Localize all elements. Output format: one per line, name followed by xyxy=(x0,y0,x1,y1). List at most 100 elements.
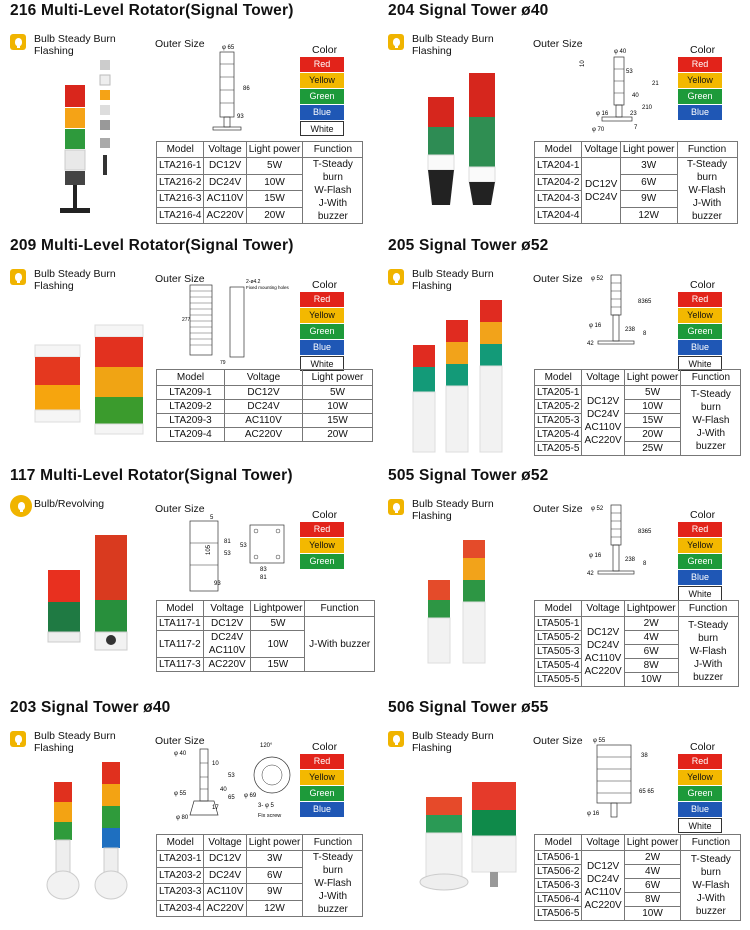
swatch-red: Red xyxy=(300,754,344,769)
table-row: LTA204-4 12W xyxy=(533,206,738,224)
table-row: LTA117-3 AC220V 15W xyxy=(156,657,375,672)
section-title: 117 Multi-Level Rotator(Signal Tower) xyxy=(10,467,293,484)
svg-text:8: 8 xyxy=(643,561,647,567)
svg-text:53: 53 xyxy=(240,543,247,549)
svg-text:40: 40 xyxy=(220,787,227,793)
svg-text:238: 238 xyxy=(625,557,636,563)
svg-text:23: 23 xyxy=(630,111,637,117)
table-row: LTA204-3 9W xyxy=(533,190,738,208)
swatch-white: White xyxy=(300,356,344,371)
swatch-green: Green xyxy=(300,324,344,339)
table-row: LTA203-3 AC110V 9W xyxy=(155,883,363,901)
svg-text:φ 65: φ 65 xyxy=(222,45,235,51)
svg-text:2-ø4.2: 2-ø4.2 xyxy=(246,279,261,285)
svg-text:φ 16: φ 16 xyxy=(596,111,609,117)
swatch-red: Red xyxy=(300,57,344,72)
bulb-icon xyxy=(388,731,404,747)
swatch-green: Green xyxy=(678,786,722,801)
svg-text:83: 83 xyxy=(260,567,267,573)
svg-text:φ 55: φ 55 xyxy=(174,791,187,797)
table-row: LTA117-1 DC12V 5W J-With buzzer xyxy=(156,616,375,672)
table-row: LTA209-3 AC110V 15W xyxy=(156,413,373,428)
svg-text:38: 38 xyxy=(641,753,648,759)
section-203: 203 Signal Tower ø40 Bulb Steady Burn Fl… xyxy=(0,697,375,929)
color-label: Color xyxy=(312,44,338,56)
color-label: Color xyxy=(312,509,338,521)
spec-table: Model Voltage Light power Function LTA204-1… xyxy=(533,141,738,224)
table-row: LTA203-2 DC24V 6W xyxy=(155,866,363,884)
outer-size-label: Outer Size xyxy=(533,735,583,747)
table-row: LTA505-2 4W xyxy=(533,630,739,645)
svg-text:93: 93 xyxy=(237,114,244,120)
svg-text:40: 40 xyxy=(632,93,639,99)
section-216: 216 Multi-Level Rotator(Signal Tower) Bu… xyxy=(0,0,375,232)
swatch-white: White xyxy=(678,586,722,601)
outer-size-label: Outer Size xyxy=(533,273,583,285)
outer-size-label: Outer Size xyxy=(155,38,205,50)
bulb-icon xyxy=(10,731,26,747)
swatch-red: Red xyxy=(678,57,722,72)
section-title: 216 Multi-Level Rotator(Signal Tower) xyxy=(10,2,294,19)
svg-text:5: 5 xyxy=(210,515,214,521)
swatch-green: Green xyxy=(678,324,722,339)
section-title: 203 Signal Tower ø40 xyxy=(10,699,171,716)
svg-text:81: 81 xyxy=(260,575,267,581)
swatch-red: Red xyxy=(678,754,722,769)
table-row: LTA216-3 AC110V 15W xyxy=(155,190,363,208)
section-205: 205 Signal Tower ø52 Bulb Steady Burn Fl… xyxy=(378,235,750,467)
swatch-red: Red xyxy=(300,522,344,537)
section-title: 506 Signal Tower ø55 xyxy=(388,699,549,716)
table-row: LTA216-4 AC220V 20W xyxy=(155,206,363,224)
product-photo xyxy=(34,324,144,435)
table-row: LTA203-1 DC12V 3W T-Steady burn W-Flash J-Wit… xyxy=(155,850,364,917)
dimension-drawing: φ 52 φ 16 42 238 8365 8 xyxy=(587,274,652,347)
svg-text:φ 52: φ 52 xyxy=(591,506,604,512)
svg-text:φ 40: φ 40 xyxy=(174,751,187,757)
swatch-blue: Blue xyxy=(678,340,722,355)
color-swatches: Red Yellow Green Blue xyxy=(678,57,722,121)
svg-text:65: 65 xyxy=(228,795,235,801)
spec-table: Model Voltage Light power Function LTA506-1… xyxy=(533,834,742,921)
svg-text:10: 10 xyxy=(212,761,219,767)
table-row: LTA204-1 DC12V DC24V 3W T-Steady burn W-Flash… xyxy=(533,157,738,224)
svg-text:10: 10 xyxy=(580,60,586,67)
svg-text:81: 81 xyxy=(224,539,231,545)
svg-text:φ 80: φ 80 xyxy=(176,815,189,821)
table-row: LTA506-5 10W xyxy=(533,906,741,921)
svg-text:105: 105 xyxy=(206,544,212,555)
swatch-red: Red xyxy=(678,292,722,307)
svg-text:φ 16: φ 16 xyxy=(589,553,602,559)
feature-text: Bulb Steady Burn Flashing xyxy=(412,33,494,57)
table-row: LTA216-1 DC12V 5W T-Steady burn W-Flash J-Wit… xyxy=(155,157,364,224)
section-117: 117 Multi-Level Rotator(Signal Tower) Bu… xyxy=(0,465,375,697)
svg-text:42: 42 xyxy=(587,571,594,577)
svg-text:φ 16: φ 16 xyxy=(589,323,602,329)
svg-text:3- φ 5: 3- φ 5 xyxy=(258,803,275,809)
feature-text: Bulb Steady Burn Flashing xyxy=(412,730,494,754)
svg-text:65 65: 65 65 xyxy=(639,789,655,795)
color-label: Color xyxy=(690,44,716,56)
revolving-icon xyxy=(10,495,32,517)
feature-text: Bulb Steady Burn Flashing xyxy=(412,268,494,292)
swatch-green: Green xyxy=(300,786,344,801)
svg-text:φ 16: φ 16 xyxy=(587,811,600,817)
swatch-blue: Blue xyxy=(300,105,344,120)
color-swatches: Red Yellow Green Blue White xyxy=(678,522,722,602)
swatch-yellow: Yellow xyxy=(678,308,722,323)
svg-text:φ 55: φ 55 xyxy=(593,738,606,744)
color-label: Color xyxy=(690,279,716,291)
product-photo xyxy=(419,782,517,891)
table-row: LTA506-1 DC12V DC24V AC110V AC220V 2W T-Steady… xyxy=(533,850,742,921)
table-row: LTA216-2 DC24V 10W xyxy=(155,173,363,191)
bulb-icon xyxy=(10,34,26,50)
color-swatches: Red Yellow Green Blue White xyxy=(300,292,344,372)
svg-text:Fix screw: Fix screw xyxy=(258,813,281,819)
svg-text:53: 53 xyxy=(224,551,231,557)
product-photo xyxy=(412,300,503,453)
spec-table: Model Voltage Lightpower Function LTA505-1 D… xyxy=(533,600,739,687)
dimension-drawing: φ 52 φ 16 42 238 8365 8 xyxy=(587,504,652,577)
bulb-icon xyxy=(388,499,404,515)
outer-size-label: Outer Size xyxy=(155,735,205,747)
